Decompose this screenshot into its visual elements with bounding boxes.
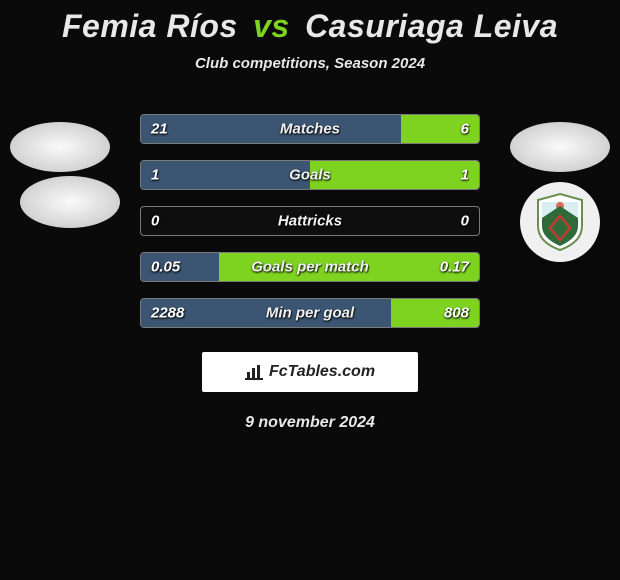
stat-value-left: 2288 (151, 305, 184, 322)
stat-value-left: 21 (151, 121, 168, 138)
stat-row: 0 Hattricks 0 (140, 206, 480, 236)
brand-logo: FcTables.com (202, 352, 418, 392)
stat-value-right: 0 (461, 213, 469, 230)
stats-area: 21 Matches 6 1 Goals 1 0 Hattricks 0 0.05 Goals pe… (0, 114, 620, 328)
stat-row: 1 Goals 1 (140, 160, 480, 190)
player2-club-badge-icon (520, 182, 600, 262)
stat-row: 2288 Min per goal 808 (140, 298, 480, 328)
stat-value-left: 0.05 (151, 259, 180, 276)
stat-label: Matches (280, 121, 340, 138)
stat-value-right: 1 (461, 167, 469, 184)
player2-name: Casuriaga Leiva (305, 8, 558, 44)
subtitle: Club competitions, Season 2024 (0, 55, 620, 72)
vs-separator: vs (253, 8, 290, 44)
stat-label: Min per goal (266, 305, 354, 322)
stat-label: Hattricks (278, 213, 342, 230)
player1-team-avatar-icon (20, 176, 120, 228)
club-shield-icon (534, 192, 586, 252)
stat-fill-left (141, 161, 310, 189)
player2-avatar-icon (510, 122, 610, 172)
stat-row: 21 Matches 6 (140, 114, 480, 144)
comparison-title: Femia Ríos vs Casuriaga Leiva (0, 8, 620, 45)
stat-value-left: 0 (151, 213, 159, 230)
stat-fill-right (310, 161, 479, 189)
stat-bars: 21 Matches 6 1 Goals 1 0 Hattricks 0 0.05 Goals pe… (140, 114, 480, 328)
player1-avatar-icon (10, 122, 110, 172)
stat-value-right: 808 (444, 305, 469, 322)
player1-name: Femia Ríos (62, 8, 238, 44)
stat-value-left: 1 (151, 167, 159, 184)
stat-label: Goals (289, 167, 331, 184)
stat-fill-left (141, 115, 401, 143)
stat-value-right: 6 (461, 121, 469, 138)
brand-text: FcTables.com (269, 363, 375, 381)
chart-icon (245, 364, 263, 380)
stat-row: 0.05 Goals per match 0.17 (140, 252, 480, 282)
stat-label: Goals per match (251, 259, 369, 276)
stat-value-right: 0.17 (440, 259, 469, 276)
date-label: 9 november 2024 (0, 414, 620, 432)
